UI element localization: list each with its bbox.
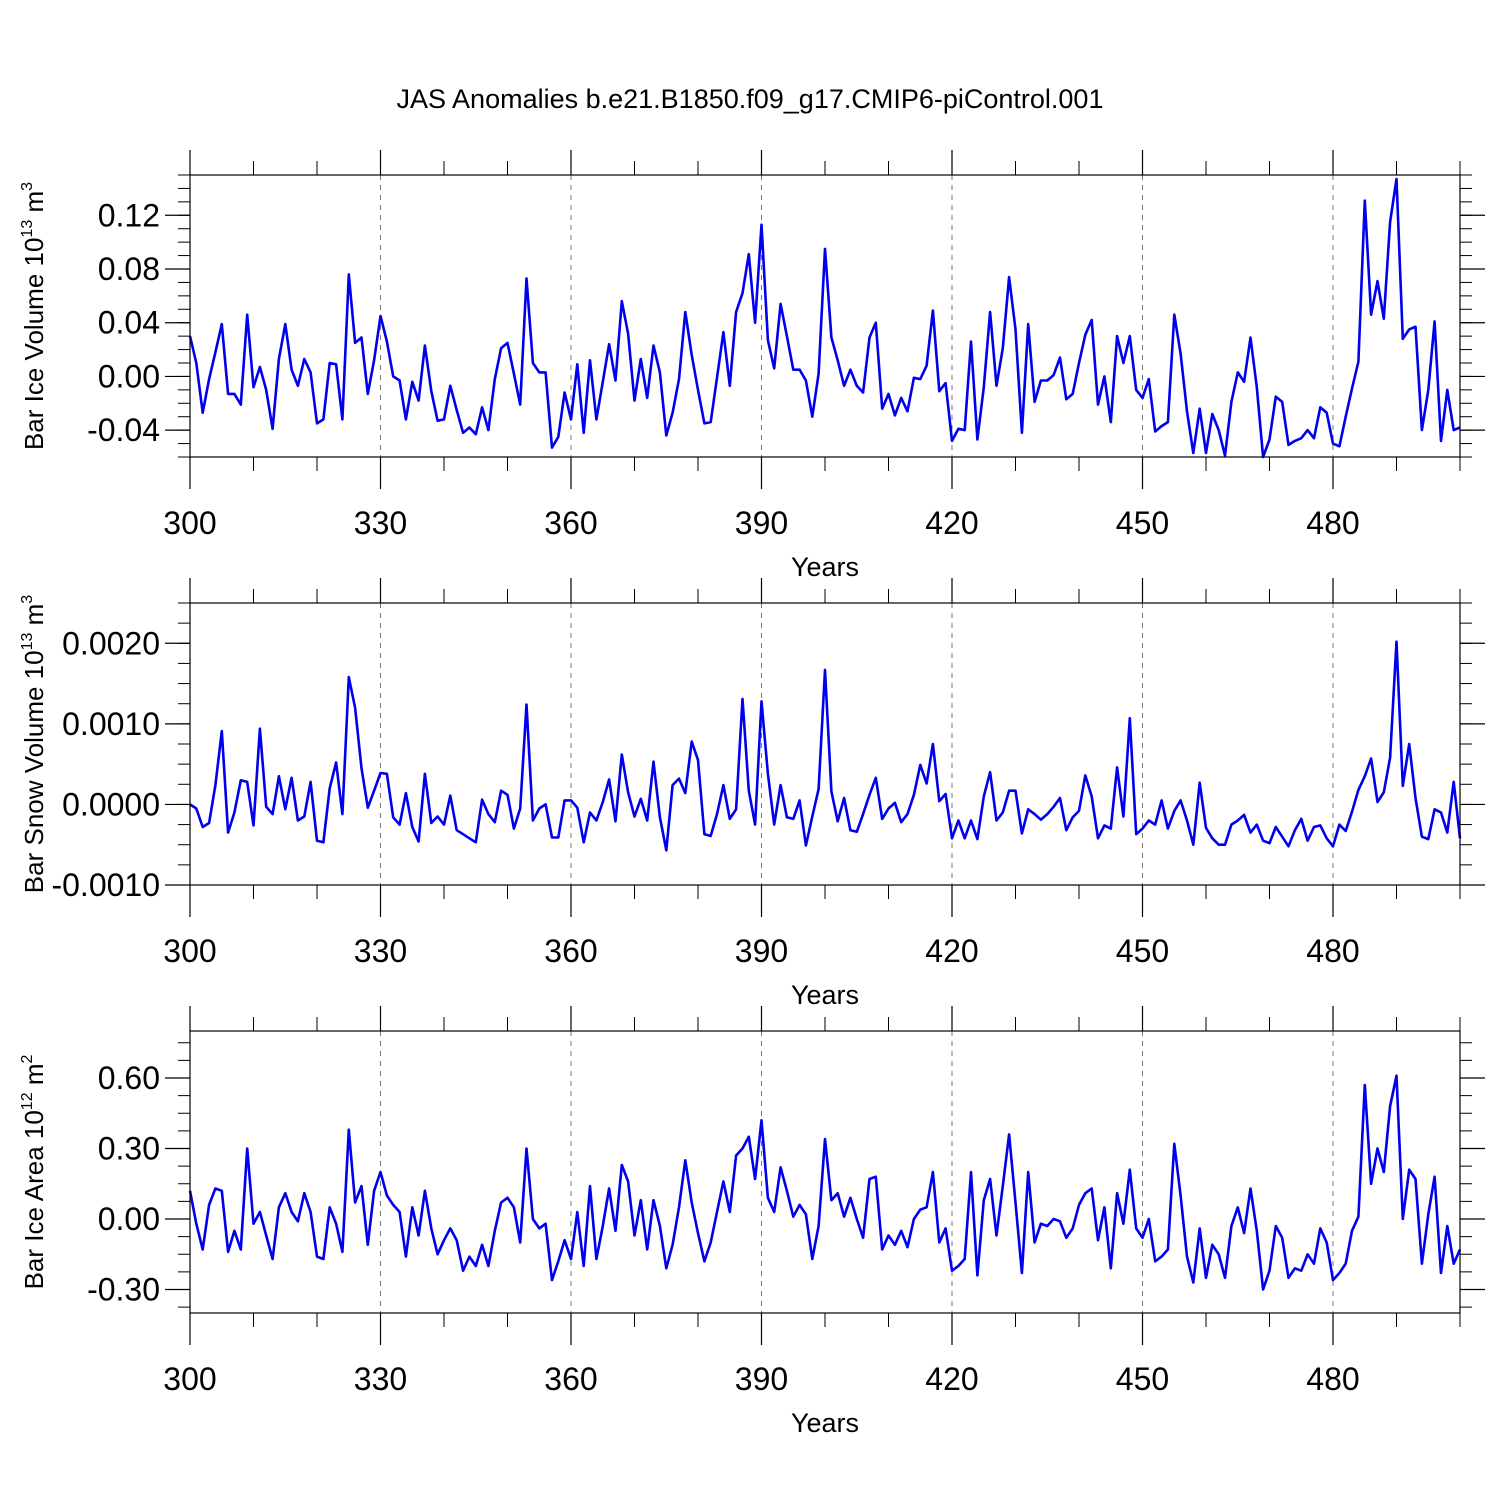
y-tick-label: 0.0010 bbox=[62, 706, 160, 742]
y-tick-label: 0.12 bbox=[98, 197, 160, 233]
y-axis-label: Bar Ice Area 1012 m2 bbox=[19, 1054, 49, 1289]
x-tick-label: 300 bbox=[163, 505, 216, 541]
panel-1: -0.04 0.00 0.04 0.08 0.12 300 330 360 390 420 450 4… bbox=[19, 150, 1485, 582]
x-tick-label: 300 bbox=[163, 1361, 216, 1397]
y-tick-label: 0.0000 bbox=[62, 786, 160, 822]
y-tick-label: 0.08 bbox=[98, 251, 160, 287]
x-tick-label: 390 bbox=[735, 933, 788, 969]
y-tick-label: -0.0010 bbox=[51, 867, 160, 903]
y-tick-label: 0.04 bbox=[98, 305, 160, 341]
x-tick-label: 390 bbox=[735, 505, 788, 541]
figure-title: JAS Anomalies b.e21.B1850.f09_g17.CMIP6-… bbox=[396, 84, 1104, 114]
x-tick-label: 300 bbox=[163, 933, 216, 969]
x-tick-label: 330 bbox=[354, 505, 407, 541]
y-tick-label: 0.0020 bbox=[62, 625, 160, 661]
x-tick-label: 450 bbox=[1116, 1361, 1169, 1397]
y-tick-label: -0.30 bbox=[87, 1272, 160, 1308]
y-tick-label: 0.30 bbox=[98, 1131, 160, 1167]
y-tick-label: 0.00 bbox=[98, 358, 160, 394]
x-tick-label: 360 bbox=[544, 1361, 597, 1397]
y-tick-label: 0.00 bbox=[98, 1201, 160, 1237]
data-series-line bbox=[189, 640, 1462, 852]
x-axis-label: Years bbox=[791, 1408, 859, 1438]
x-tick-label: 480 bbox=[1306, 1361, 1359, 1397]
y-tick-label: -0.04 bbox=[87, 412, 160, 448]
x-tick-label: 480 bbox=[1306, 505, 1359, 541]
x-tick-label: 390 bbox=[735, 1361, 788, 1397]
x-tick-label: 330 bbox=[354, 933, 407, 969]
x-tick-label: 330 bbox=[354, 1361, 407, 1397]
x-axis-label: Years bbox=[791, 980, 859, 1010]
y-axis-label: Bar Snow Volume 1013 m3 bbox=[19, 595, 49, 894]
x-axis-label: Years bbox=[791, 552, 859, 582]
x-tick-label: 450 bbox=[1116, 505, 1169, 541]
panel-3: -0.30 0.00 0.30 0.60 300 330 360 390 420 450 480 Ye… bbox=[19, 1006, 1485, 1438]
x-tick-label: 360 bbox=[544, 505, 597, 541]
x-tick-label: 480 bbox=[1306, 933, 1359, 969]
x-tick-label: 420 bbox=[925, 933, 978, 969]
x-tick-label: 450 bbox=[1116, 933, 1169, 969]
x-tick-label: 360 bbox=[544, 933, 597, 969]
y-axis-label: Bar Ice Volume 1013 m3 bbox=[19, 182, 49, 450]
y-tick-label: 0.60 bbox=[98, 1060, 160, 1096]
data-series-line bbox=[188, 1074, 1462, 1291]
x-tick-label: 420 bbox=[925, 505, 978, 541]
data-series-line bbox=[188, 177, 1461, 459]
panel-2: -0.0010 0.0000 0.0010 0.0020 300 330 360 390 420… bbox=[19, 578, 1485, 1010]
x-tick-label: 420 bbox=[925, 1361, 978, 1397]
